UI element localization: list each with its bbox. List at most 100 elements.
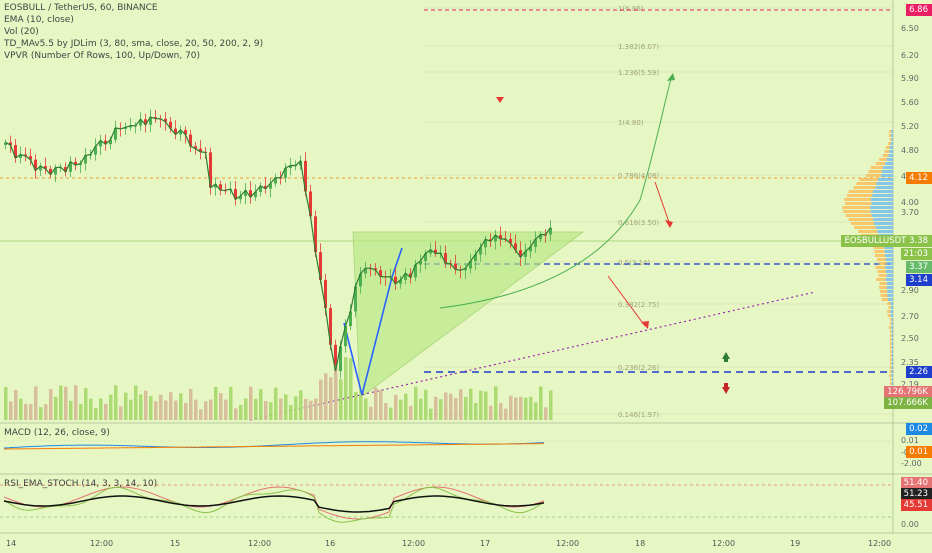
time-axis-tick: 17 (480, 539, 490, 548)
volume-bar (399, 400, 403, 420)
vpvr-bar-up (890, 338, 892, 341)
vpvr-bar-up (881, 294, 888, 297)
vpvr-bar-up (890, 378, 892, 381)
vpvr-bar-down (892, 330, 893, 333)
volume-bar (549, 390, 553, 420)
vpvr-bar-down (891, 306, 893, 309)
rsi-legend: RSI_EMA_STOCH (14, 3, 3, 14, 10) (4, 478, 157, 490)
volume-bar (199, 409, 203, 420)
volume-bar (444, 392, 448, 420)
vpvr-bar-up (888, 306, 891, 309)
vpvr-bar-up (890, 354, 892, 357)
vpvr-bar-up (851, 222, 874, 225)
price-axis-tick: 4.80 (901, 146, 919, 155)
vpvr-bar-up (879, 274, 887, 277)
price-tag: 4.12 (906, 172, 932, 184)
vpvr-bar-up (890, 358, 892, 361)
vpvr-bar-up (854, 186, 876, 189)
volume-bar (409, 406, 413, 420)
volume-bar (229, 387, 233, 420)
volume-bar (259, 389, 263, 420)
volume-bar (139, 394, 143, 420)
vpvr-bar-down (892, 338, 893, 341)
vpvr-bar-down (890, 302, 893, 305)
macd-label[interactable]: MACD (12, 26, close, 9) (4, 427, 110, 439)
price-tag: 107.666K (884, 397, 932, 409)
vpvr-bar-up (854, 226, 875, 229)
volume-indicator-label[interactable]: Vol (20) (4, 26, 263, 38)
volume-bar (104, 404, 108, 420)
vpvr-bar-up (880, 290, 887, 293)
vpvr-bar-up (874, 250, 884, 253)
vpvr-bar-up (849, 218, 873, 221)
volume-bar (89, 399, 93, 420)
vpvr-bar-up (890, 342, 892, 345)
arrow-head (665, 220, 673, 228)
symbol-title[interactable]: EOSBULL / TetherUS, 60, BINANCE (4, 2, 263, 14)
volume-bar (39, 407, 43, 420)
volume-bar (494, 386, 498, 420)
vpvr-bar-down (874, 222, 893, 225)
volume-bar (64, 387, 68, 420)
vpvr-bar-up (890, 346, 892, 349)
volume-bar (24, 404, 28, 420)
volume-bar (439, 399, 443, 420)
vpvr-bar-down (873, 190, 893, 193)
vpvr-bar-down (871, 210, 893, 213)
vpvr-bar-down (876, 226, 893, 229)
volume-bar (74, 385, 78, 420)
sell-arrow-icon (724, 383, 728, 387)
volume-bar (69, 401, 73, 420)
volume-bar (429, 409, 433, 420)
volume-bar (289, 405, 293, 420)
volume-bar (504, 409, 508, 420)
vpvr-bar-down (892, 378, 893, 381)
vpvr-bar-down (890, 146, 893, 149)
vpvr-bar-up (875, 254, 885, 257)
vpvr-bar-up (871, 166, 883, 169)
vpvr-bar-down (891, 314, 893, 317)
vpvr-bar-up (889, 134, 891, 137)
volume-bar (539, 386, 543, 420)
vpvr-bar-down (891, 134, 893, 137)
td-ma-indicator-label[interactable]: TD_MAv5.5 by JDLim (3, 80, sma, close, 2… (4, 38, 263, 50)
vpvr-bar-down (892, 342, 893, 345)
volume-bar (59, 386, 63, 420)
fib-level-label: 1(6.86) (618, 5, 644, 13)
ema-indicator-label[interactable]: EMA (10, close) (4, 14, 263, 26)
price-tag: 6.86 (906, 4, 932, 16)
vpvr-bar-down (885, 266, 893, 269)
price-axis-tick: 5.60 (901, 98, 919, 107)
sell-arrow-icon (722, 387, 730, 394)
price-axis-tick: 4.00 (901, 198, 919, 207)
vpvr-bar-down (892, 362, 893, 365)
rsi-axis-tick: 0.00 (901, 520, 919, 529)
volume-bar (94, 408, 98, 420)
vpvr-bar-down (878, 178, 893, 181)
vpvr-bar-down (886, 270, 893, 273)
fib-level-label: 1(4.80) (618, 119, 644, 127)
volume-bar (449, 394, 453, 420)
volume-bar (469, 389, 473, 420)
macd-axis-tick: -2.00 (901, 459, 922, 468)
volume-bar (369, 407, 373, 420)
vpvr-bar-up (842, 206, 870, 209)
volume-bar (384, 403, 388, 420)
vpvr-indicator-label[interactable]: VPVR (Number Of Rows, 100, Up/Down, 70) (4, 50, 263, 62)
volume-bar (79, 404, 83, 420)
vpvr-bar-down (887, 286, 893, 289)
rsi-label[interactable]: RSI_EMA_STOCH (14, 3, 3, 14, 10) (4, 478, 157, 490)
volume-bar (224, 400, 228, 420)
vpvr-bar-up (859, 178, 877, 181)
volume-bar (464, 397, 468, 420)
volume-bar (534, 402, 538, 420)
vpvr-bar-up (889, 374, 891, 377)
volume-bar (159, 395, 163, 420)
vpvr-bar-up (849, 190, 873, 193)
volume-bar (109, 395, 113, 420)
volume-bar (454, 398, 458, 420)
volume-bar (419, 399, 423, 420)
volume-bar (354, 392, 358, 420)
volume-bar (134, 386, 138, 420)
